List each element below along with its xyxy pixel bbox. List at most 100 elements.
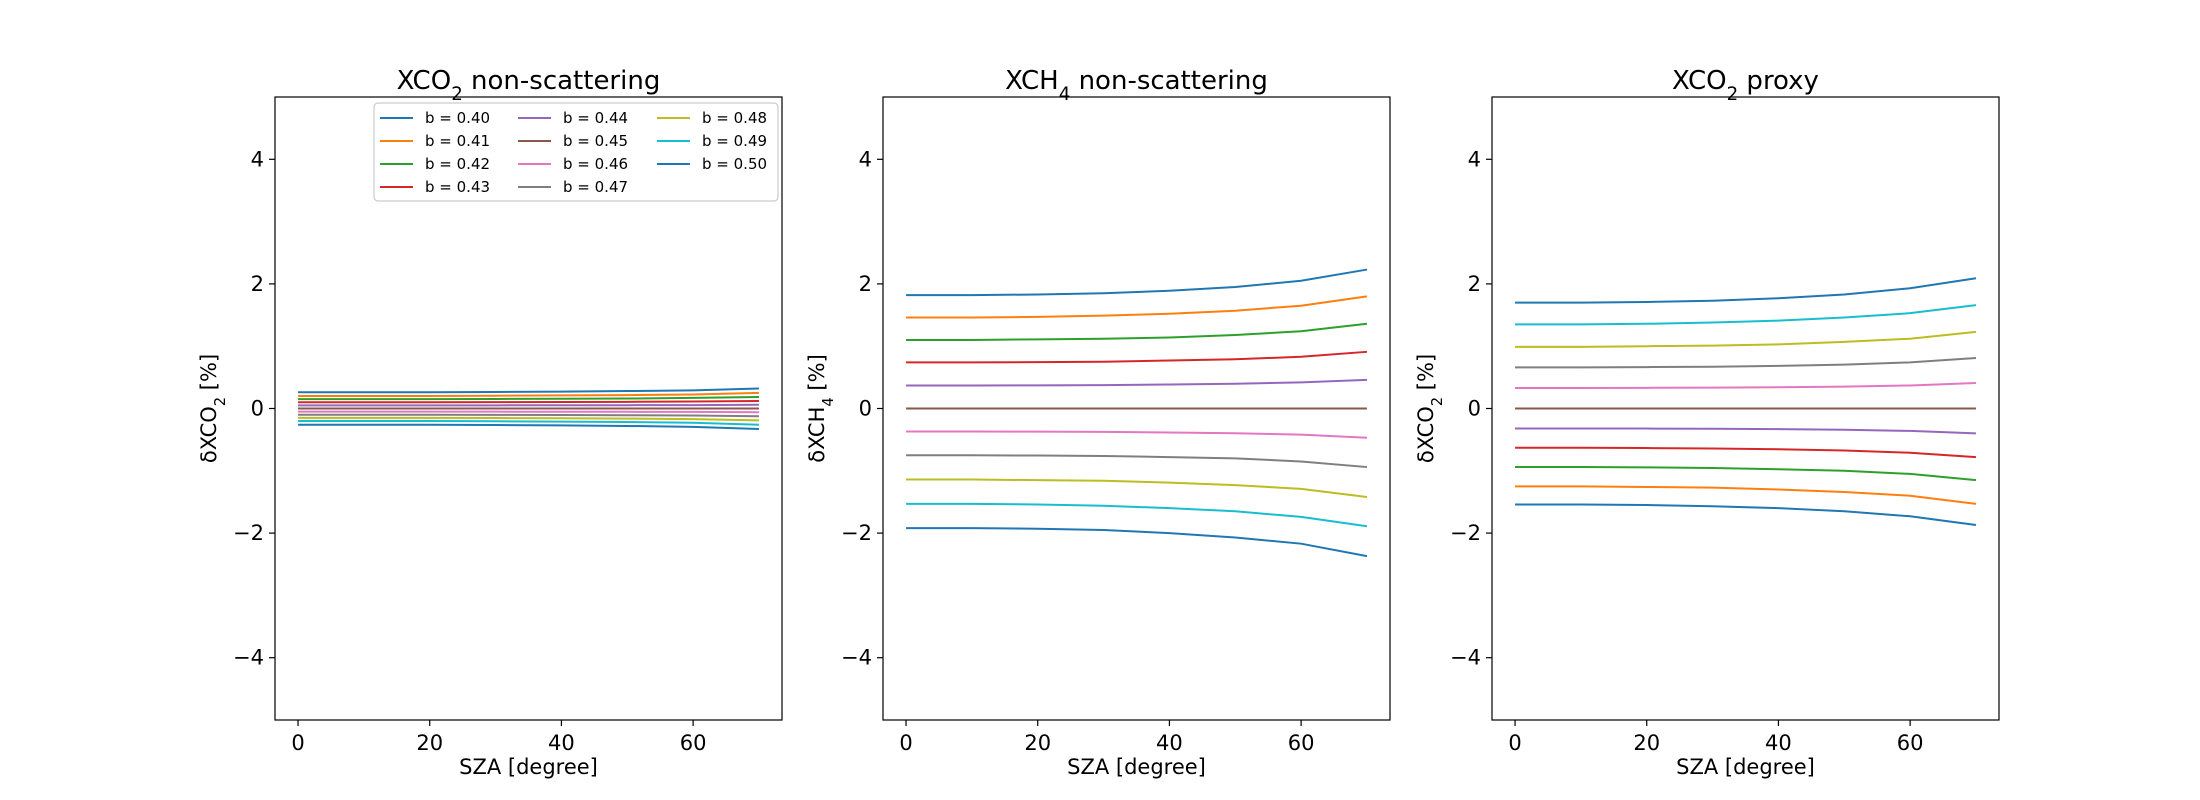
x-tick-label: 0	[291, 731, 304, 755]
legend-label: b = 0.46	[563, 155, 628, 173]
x-tick-label: 0	[1508, 731, 1521, 755]
text-part: [%]	[805, 354, 829, 397]
y-tick-label: 2	[859, 272, 872, 296]
series-line-1	[1515, 277, 1977, 304]
series-line-5	[1515, 381, 1976, 389]
series-line-3	[298, 395, 759, 401]
legend-label: b = 0.48	[702, 109, 767, 127]
x-tick-label: 40	[1765, 731, 1792, 755]
text-part: δXCH	[805, 407, 829, 463]
series-line-9	[1515, 466, 1977, 482]
x-tick-label: 60	[680, 731, 707, 755]
legend-label: b = 0.43	[425, 178, 490, 196]
series-line-2	[298, 391, 759, 398]
text-part: XCH	[1005, 66, 1059, 96]
y-axis-label: δXCO2 [%]	[197, 354, 229, 463]
text-part: non-scattering	[1070, 66, 1268, 96]
series-line-9	[906, 478, 1368, 498]
series-line-1	[906, 268, 1368, 297]
series-line-3	[906, 322, 1368, 341]
series-line-8	[1515, 446, 1977, 459]
text-part: 4	[1059, 84, 1071, 105]
series-group	[298, 387, 759, 431]
x-tick-label: 60	[1897, 731, 1924, 755]
series-line-3	[1515, 330, 1977, 348]
text-part: non-scattering	[463, 66, 661, 96]
series-line-7	[298, 410, 759, 414]
y-tick-label: −4	[841, 646, 872, 670]
legend-label: b = 0.40	[425, 109, 490, 127]
series-line-10	[298, 419, 759, 426]
series-line-5	[298, 403, 759, 407]
text-part: δXCO	[197, 406, 221, 463]
text-part: 2	[451, 84, 463, 105]
series-line-4	[906, 350, 1368, 364]
series-line-11	[1515, 503, 1977, 526]
y-axis-label: δXCO2 [%]	[1414, 354, 1446, 463]
series-line-8	[298, 413, 759, 418]
y-tick-label: 0	[251, 397, 264, 421]
series-line-10	[1515, 485, 1977, 505]
x-tick-label: 20	[416, 731, 443, 755]
y-tick-label: −2	[1450, 521, 1481, 545]
legend-label: b = 0.45	[563, 132, 628, 150]
legend-label: b = 0.44	[563, 109, 628, 127]
y-tick-label: 4	[251, 147, 264, 171]
y-tick-label: 2	[1468, 272, 1481, 296]
subplot-title: XCH4 non-scattering	[1005, 66, 1268, 105]
series-line-7	[906, 430, 1367, 439]
y-tick-label: 0	[1468, 397, 1481, 421]
series-line-5	[906, 378, 1367, 387]
text-part: [%]	[1414, 354, 1438, 397]
text-part: proxy	[1738, 66, 1819, 96]
y-tick-label: −4	[233, 646, 264, 670]
subplot-title: XCO2 non-scattering	[397, 66, 661, 105]
y-tick-label: 4	[859, 147, 872, 171]
series-line-11	[906, 527, 1368, 558]
y-tick-label: 4	[1468, 147, 1481, 171]
series-group	[1515, 277, 1977, 526]
series-line-4	[1515, 357, 1977, 369]
legend: b = 0.40 b = 0.41 b = 0.42 b = 0.43 b = 0.44…	[373, 102, 779, 202]
x-tick-label: 40	[1156, 731, 1183, 755]
y-tick-label: 2	[251, 272, 264, 296]
series-line-2	[906, 295, 1368, 319]
legend-label: b = 0.41	[425, 132, 490, 150]
text-part: 4	[820, 397, 837, 406]
legend-label: b = 0.47	[563, 178, 628, 196]
x-axis-label: SZA [degree]	[459, 755, 598, 779]
x-axis-label: SZA [degree]	[1067, 755, 1206, 779]
text-part: δXCO	[1414, 406, 1438, 463]
series-line-2	[1515, 304, 1977, 326]
y-tick-label: −2	[233, 521, 264, 545]
x-tick-label: 40	[548, 731, 575, 755]
y-tick-label: −2	[841, 521, 872, 545]
series-line-1	[298, 387, 759, 394]
subplot-title: XCO2 proxy	[1672, 66, 1819, 105]
legend-box	[373, 102, 779, 202]
y-axis-label: δXCH4 [%]	[805, 354, 837, 463]
y-tick-label: −4	[1450, 646, 1481, 670]
y-tick-label: 0	[859, 397, 872, 421]
text-part: 2	[1429, 397, 1446, 406]
text-part: XCO	[1672, 66, 1727, 96]
x-tick-label: 20	[1024, 731, 1051, 755]
series-line-8	[906, 454, 1368, 469]
legend-label: b = 0.42	[425, 155, 490, 173]
series-line-9	[298, 416, 759, 422]
x-tick-label: 60	[1288, 731, 1315, 755]
text-part: XCO	[397, 66, 452, 96]
series-line-4	[298, 400, 759, 404]
x-axis-label: SZA [degree]	[1676, 755, 1815, 779]
text-part: 2	[1727, 84, 1739, 105]
x-tick-label: 20	[1633, 731, 1660, 755]
legend-label: b = 0.50	[702, 155, 767, 173]
series-line-10	[906, 502, 1368, 528]
series-line-11	[298, 423, 759, 431]
series-group	[906, 268, 1368, 558]
text-part: [%]	[197, 354, 221, 397]
